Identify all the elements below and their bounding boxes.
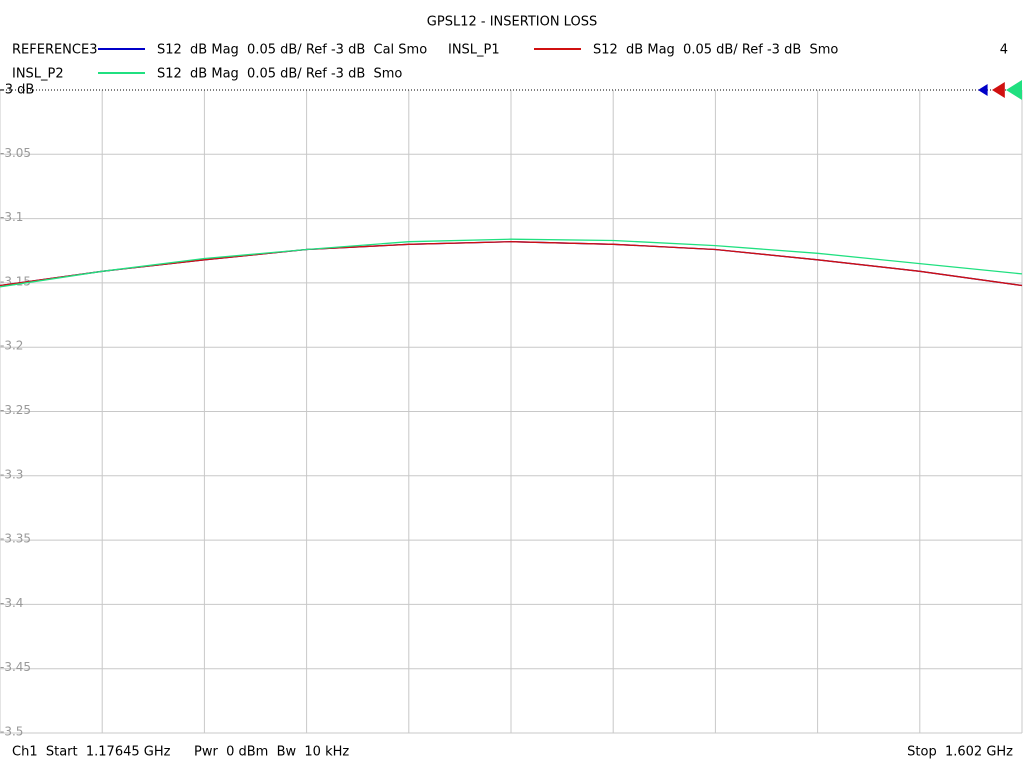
reference-marker [1006, 80, 1022, 100]
legend-description: S12 dB Mag 0.05 dB/ Ref -3 dB Cal Smo [157, 43, 427, 58]
y-tick-label: -3.35 [0, 532, 31, 546]
footer-stop: Stop 1.602 GHz [907, 745, 1013, 760]
chart-title: GPSL12 - INSERTION LOSS [427, 15, 597, 30]
footer-start: Ch1 Start 1.17645 GHz [12, 745, 171, 760]
y-tick-label: -3 dB [0, 83, 34, 98]
legend-description: S12 dB Mag 0.05 dB/ Ref -3 dB Smo [157, 67, 402, 82]
y-tick-label: -3.25 [0, 403, 31, 417]
reference-marker [992, 82, 1005, 98]
footer-power: Pwr 0 dBm Bw 10 kHz [194, 745, 349, 760]
legend-name: REFERENCE3 [12, 43, 97, 58]
y-tick-label: -3.05 [0, 146, 31, 160]
channel-number: 4 [1000, 43, 1008, 58]
reference-marker [978, 84, 988, 96]
y-tick-label: -3.45 [0, 660, 31, 674]
trace [0, 241, 1023, 287]
legend-name: INSL_P1 [448, 43, 500, 58]
y-tick-label: -3.2 [0, 339, 23, 353]
y-tick-label: -3.4 [0, 596, 23, 610]
legend-description: S12 dB Mag 0.05 dB/ Ref -3 dB Smo [593, 43, 838, 58]
trace [0, 238, 1023, 288]
y-tick-label: -3.1 [0, 210, 23, 224]
legend-name: INSL_P2 [12, 67, 64, 82]
y-tick-label: -3.3 [0, 467, 23, 481]
y-tick-label: -3.5 [0, 725, 23, 739]
